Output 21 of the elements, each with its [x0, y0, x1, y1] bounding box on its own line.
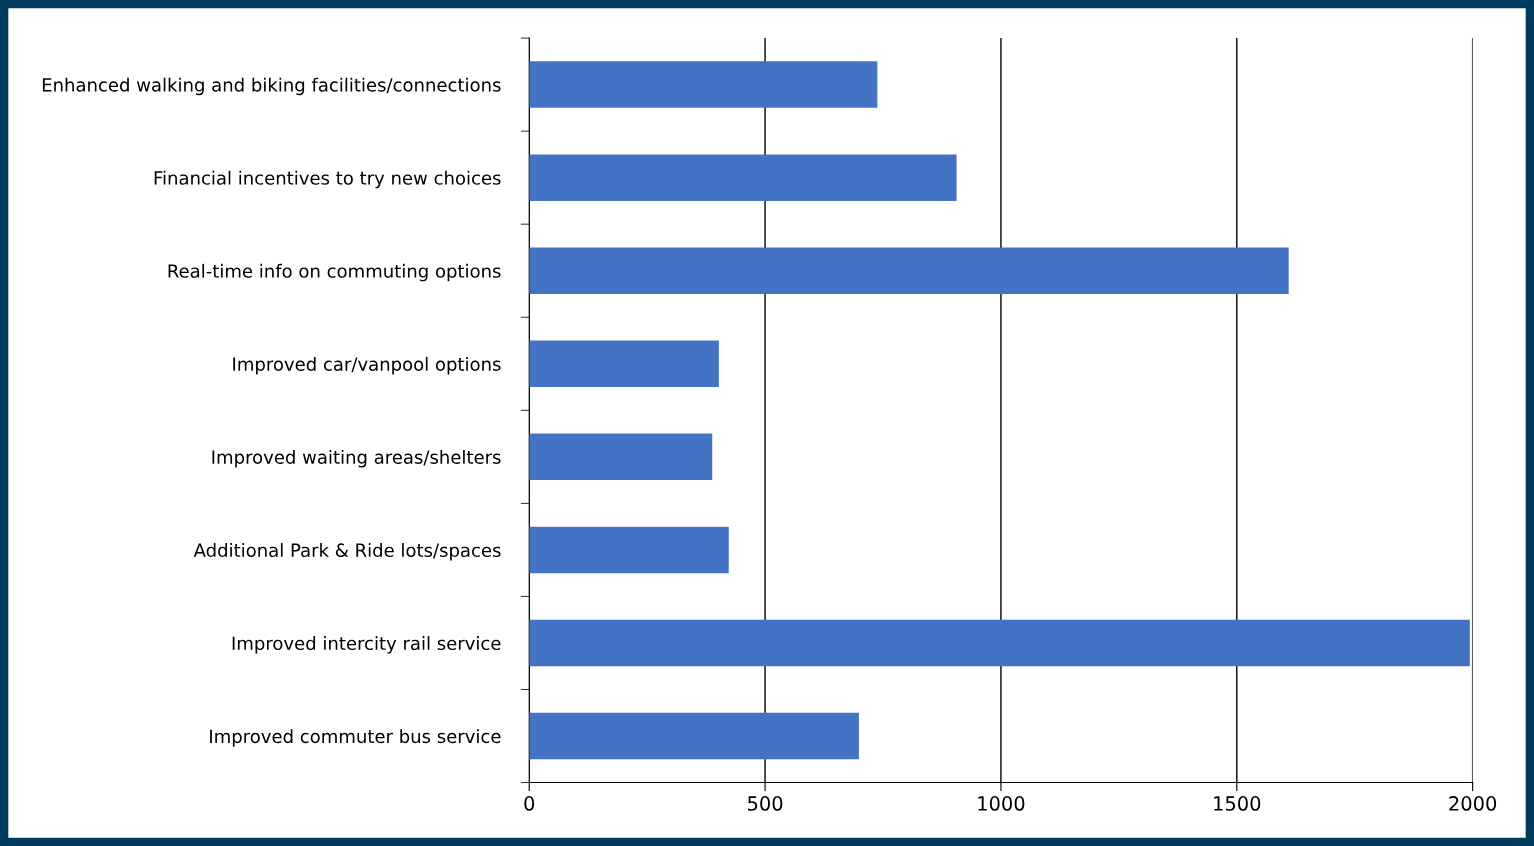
- bar: [529, 619, 1470, 667]
- bar: [529, 712, 859, 760]
- x-tick-label: 2000: [1449, 796, 1497, 811]
- x-tick-label: 500: [748, 796, 783, 811]
- y-tick-label: Improved intercity rail service: [232, 636, 501, 654]
- x-tick-label: 1500: [1214, 796, 1261, 811]
- bar: [529, 433, 713, 481]
- x-tick-label: 1000: [978, 796, 1025, 811]
- y-tick-label: Enhanced walking and biking facilities/connections: [42, 77, 501, 96]
- bar: [529, 61, 878, 108]
- bar: [529, 526, 729, 574]
- y-tick-label: Improved car/vanpool options: [233, 356, 501, 375]
- y-tick-label: Real-time info on commuting options: [168, 263, 501, 282]
- y-tick-label: Financial incentives to try new choices: [154, 170, 501, 189]
- bar: [529, 154, 957, 201]
- y-tick-label: Additional Park & Ride lots/spaces: [193, 543, 501, 561]
- x-tick-label: 0: [524, 796, 535, 811]
- y-tick-label: Improved waiting areas/shelters: [212, 449, 501, 468]
- bar: [529, 247, 1289, 294]
- y-tick-label: Improved commuter bus service: [210, 729, 501, 747]
- bar: [529, 340, 719, 388]
